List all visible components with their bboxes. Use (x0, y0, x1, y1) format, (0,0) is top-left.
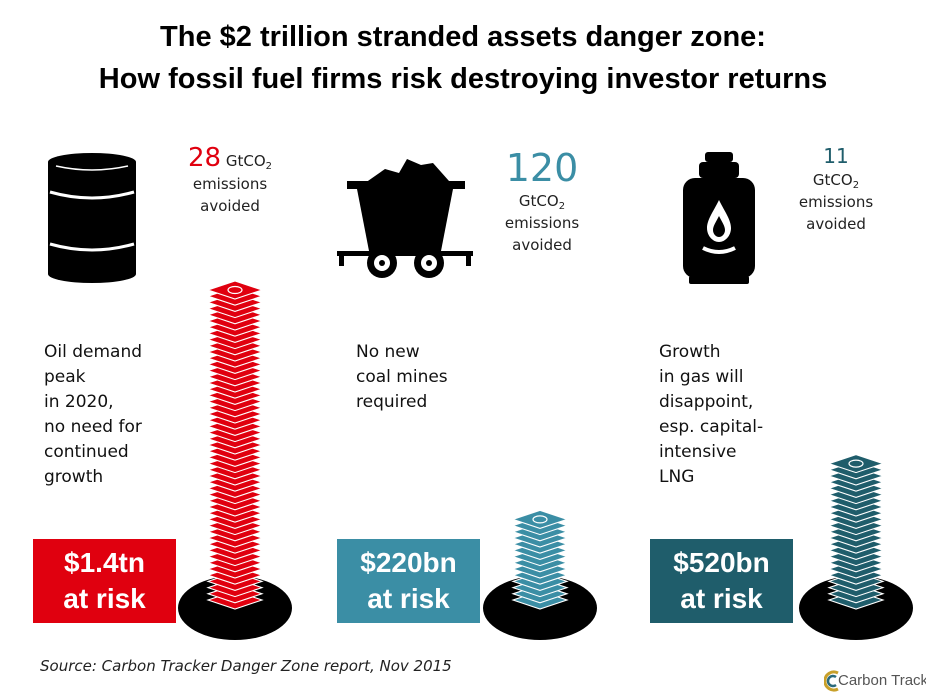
coal-at-risk: at risk (367, 583, 450, 614)
gas-at-risk-box: $520bn at risk (650, 539, 793, 623)
coal-description: No new coal mines required (356, 340, 448, 415)
gas-desc-line: esp. capital- (659, 417, 764, 437)
coal-at-risk-box: $220bn at risk (337, 539, 480, 623)
banknote (206, 280, 264, 300)
oil-emissions-unit-sub: 2 (265, 161, 273, 172)
coal-emissions-label: emissions (504, 214, 580, 232)
oil-desc-line: growth (44, 467, 104, 487)
coal-desc-line: coal mines (356, 367, 448, 387)
banknote-emblem (532, 515, 548, 524)
oil-amount: $1.4tn (64, 547, 145, 578)
coal-emissions-unit-sub: 2 (558, 201, 566, 212)
oil-description: Oil demand peak in 2020, no need for con… (44, 340, 142, 490)
oil-barrel-icon (48, 153, 136, 283)
oil-at-risk: at risk (63, 583, 146, 614)
coal-desc-line: required (356, 392, 428, 412)
gas-emissions: 11 GtCO2 emissions avoided (776, 143, 896, 235)
oil-emissions-value: 28 (187, 143, 222, 173)
gas-desc-line: disappoint, (659, 392, 754, 412)
gas-at-risk: at risk (680, 583, 763, 614)
gas-amount: $520bn (673, 547, 770, 578)
logo-text: Carbon Tracker (838, 672, 926, 689)
oil-emissions-unit: GtCO (225, 152, 266, 170)
coal-emissions-label2: avoided (512, 236, 572, 254)
coal-mine-cart-icon (337, 159, 473, 278)
title-line-1: The $2 trillion stranded assets danger z… (160, 21, 766, 53)
coal-amount: $220bn (360, 547, 457, 578)
coal-emissions-value: 120 (505, 146, 579, 190)
banknote-emblem (848, 459, 864, 468)
gas-money-stack (799, 454, 913, 640)
oil-emissions-label: emissions (192, 175, 268, 193)
oil-emissions-label2: avoided (200, 197, 260, 215)
oil-desc-line: continued (44, 442, 129, 462)
coal-emissions-unit: GtCO (518, 192, 559, 210)
gas-description: Growth in gas will disappoint, esp. capi… (659, 340, 763, 490)
banknote (827, 454, 885, 474)
gas-desc-line: Growth (659, 342, 721, 362)
gas-cylinder-icon (683, 152, 755, 284)
oil-desc-line: peak (44, 367, 86, 387)
gas-emissions-label: emissions (798, 193, 874, 211)
banknote (511, 509, 569, 529)
coal-money-stack (483, 509, 597, 640)
source-note: Source: Carbon Tracker Danger Zone repor… (40, 657, 452, 675)
oil-desc-line: in 2020, (44, 392, 114, 412)
oil-at-risk-box: $1.4tn at risk (33, 539, 176, 623)
gas-emissions-value: 11 (823, 144, 849, 168)
gas-desc-line: intensive (659, 442, 737, 462)
coal-emissions: 120 GtCO2 emissions avoided (482, 146, 602, 256)
carbon-tracker-logo: Carbon Tracker (824, 668, 926, 694)
oil-emissions: 28 GtCO2 emissions avoided (170, 143, 290, 217)
oil-desc-line: no need for (44, 417, 142, 437)
carbon-tracker-logo-icon (824, 670, 839, 692)
gas-desc-line: in gas will (659, 367, 744, 387)
gas-emissions-unit-sub: 2 (852, 180, 860, 191)
gas-desc-line: LNG (659, 467, 695, 487)
banknote-emblem (227, 285, 243, 295)
coal-desc-line: No new (356, 342, 420, 362)
oil-money-stack (178, 280, 292, 640)
page-title: The $2 trillion stranded assets danger z… (0, 16, 926, 100)
oil-desc-line: Oil demand (44, 342, 143, 362)
title-line-2: How fossil fuel firms risk destroying in… (98, 63, 828, 95)
gas-emissions-label2: avoided (806, 215, 866, 233)
gas-emissions-unit: GtCO (812, 171, 853, 189)
